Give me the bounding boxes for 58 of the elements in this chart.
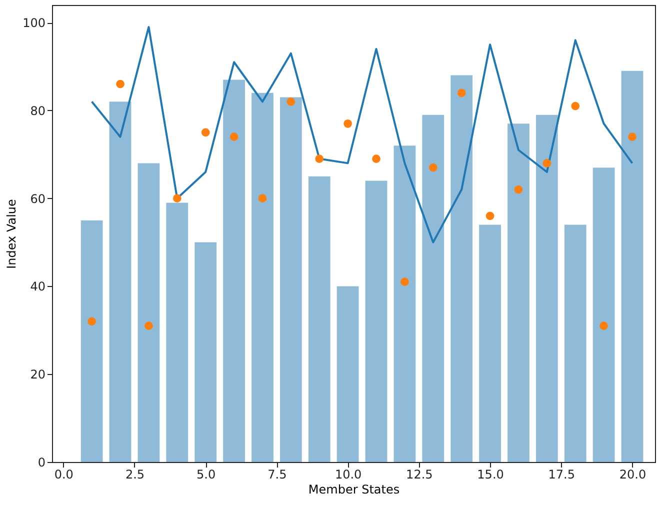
y-tick-label: 20	[30, 368, 46, 382]
point	[600, 322, 608, 330]
point	[400, 278, 409, 286]
x-tick-label: 7.5	[268, 468, 287, 482]
bar	[592, 168, 615, 462]
bar	[479, 224, 501, 462]
point	[116, 80, 124, 88]
bar	[536, 114, 558, 462]
bar	[223, 80, 245, 462]
y-tick-label: 60	[30, 192, 46, 206]
point	[315, 154, 324, 163]
point	[457, 88, 466, 98]
x-tick-label: 5.0	[196, 468, 216, 482]
point	[344, 119, 352, 128]
point	[258, 194, 267, 203]
point	[428, 163, 438, 172]
bar	[394, 146, 416, 462]
bar	[621, 70, 644, 462]
x-tick-label: 12.5	[406, 468, 433, 482]
point	[144, 322, 153, 330]
bar	[564, 224, 586, 462]
x-tick-label: 15.0	[477, 468, 504, 482]
x-tick-label: 17.5	[548, 468, 575, 482]
x-tick-label: 2.5	[125, 468, 145, 482]
point	[286, 98, 296, 106]
y-tick-label: 80	[30, 104, 46, 118]
bar	[508, 124, 530, 462]
bar	[422, 114, 444, 462]
bar	[166, 202, 188, 462]
x-tick-label: 20.0	[619, 468, 646, 482]
bar	[450, 75, 473, 462]
point	[172, 194, 182, 203]
point	[628, 132, 636, 141]
point	[88, 317, 96, 326]
bar	[138, 163, 160, 462]
y-tick-label: 100	[22, 16, 46, 30]
point	[201, 128, 210, 137]
bar	[194, 242, 217, 462]
bar	[109, 102, 132, 462]
x-tick-label: 0.0	[54, 468, 74, 482]
point	[514, 185, 523, 194]
bar	[280, 97, 302, 462]
y-tick-label: 0	[38, 456, 46, 470]
bar	[365, 180, 388, 462]
y-tick-label: 40	[30, 280, 46, 294]
point	[372, 154, 380, 163]
bar	[336, 286, 359, 462]
y-axis-title: Index Value	[4, 199, 19, 269]
bar	[80, 220, 103, 462]
point	[230, 132, 238, 141]
point	[486, 212, 494, 220]
bar	[308, 176, 330, 462]
x-tick-label: 10.0	[334, 468, 362, 482]
x-axis-title: Member States	[308, 482, 400, 496]
point	[542, 159, 552, 168]
line-series	[90, 26, 634, 244]
bar	[252, 92, 274, 462]
point	[571, 102, 580, 110]
